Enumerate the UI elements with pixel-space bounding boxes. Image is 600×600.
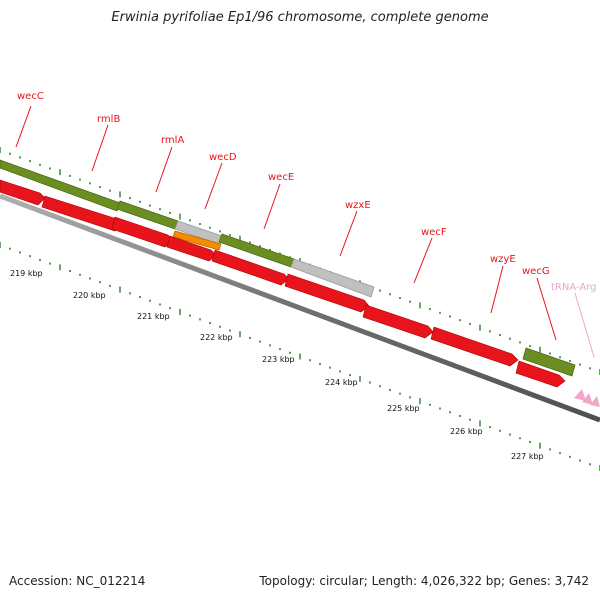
gene-label-wecF[interactable]: wecF [421,227,447,238]
topology-text: Topology: circular; Length: 4,026,322 bp… [259,574,589,588]
kbp-label-222: 222 kbp [200,333,233,342]
pseudo-wecE[interactable] [290,258,375,298]
gene-label-wzxE[interactable]: wzxE [345,200,371,211]
feature-track [0,159,600,407]
kbp-label-225: 225 kbp [387,404,420,413]
gene-label-wzyE[interactable]: wzyE [490,254,516,265]
gene-arrow-5[interactable] [211,249,290,286]
gene-arrow-1[interactable] [0,179,46,206]
trna-arrow-2[interactable] [582,393,593,405]
gene-label-wecC[interactable]: wecC [17,91,44,102]
kbp-label-220: 220 kbp [73,291,106,300]
kbp-label-227: 227 kbp [511,452,544,461]
gene-arrow-7[interactable] [362,304,434,339]
map-title: Erwinia pyrifoliae Ep1/96 chromosome, co… [111,10,489,25]
gene-label-wecE[interactable]: wecE [268,172,294,183]
gene-arrow-4[interactable] [166,235,217,262]
genome-backbone [0,193,600,423]
gene-labels: wecC rmlB rmlA wecD wecE wzxE wecF wzyE … [17,91,596,293]
gene-label-rmlA[interactable]: rmlA [161,135,184,146]
gene-arrow-9[interactable] [515,360,566,388]
gene-label-wecG[interactable]: wecG [522,266,550,277]
cds-wecG[interactable] [522,347,576,377]
trna-arrow-1[interactable] [574,389,586,401]
orange-feature[interactable] [172,230,222,251]
inner-tick-track [0,242,600,471]
kbp-label-223: 223 kbp [262,355,295,364]
kbp-label-224: 224 kbp [325,378,358,387]
kbp-label-221: 221 kbp [137,312,170,321]
kbp-label-226: 226 kbp [450,427,483,436]
leader-lines [15,105,595,358]
kbp-labels: 219 kbp 220 kbp 221 kbp 222 kbp 223 kbp … [10,269,544,461]
accession-text: Accession: NC_012214 [9,574,146,588]
gene-label-wecD[interactable]: wecD [209,152,237,163]
trna-arrow-3[interactable] [590,396,600,407]
gene-arrow-8[interactable] [430,326,519,367]
gene-label-trna-arg[interactable]: tRNA-Arg [551,282,596,293]
cds-wecC[interactable] [0,159,121,212]
kbp-label-219: 219 kbp [10,269,43,278]
gene-label-rmlB[interactable]: rmlB [97,114,120,125]
